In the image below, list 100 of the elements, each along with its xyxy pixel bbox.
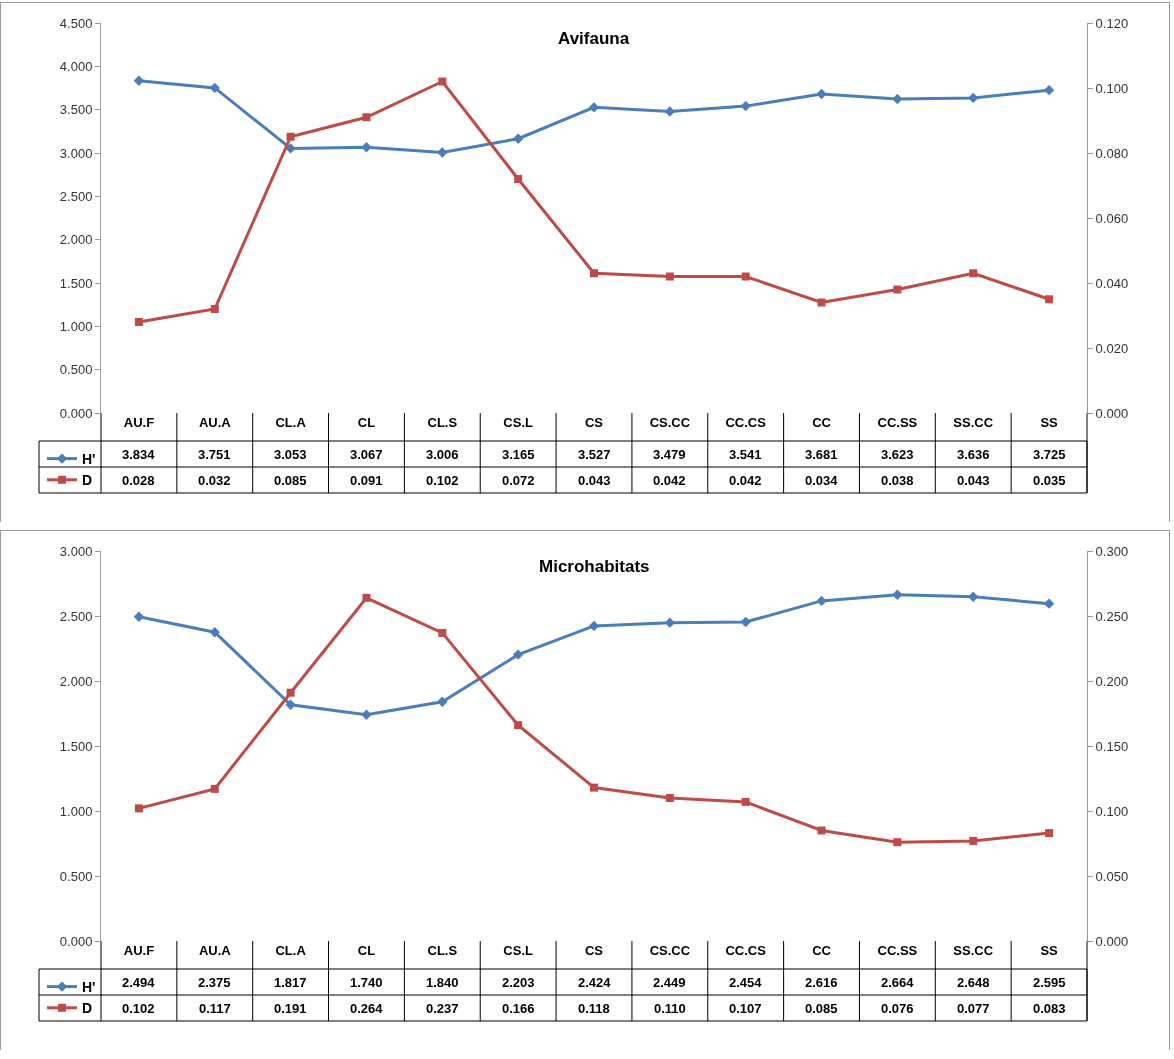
data-label: 3.725 — [1033, 447, 1066, 462]
data-label: 2.424 — [578, 975, 612, 990]
point — [968, 92, 979, 104]
point — [437, 696, 448, 707]
y-tick-label: 4.500 — [59, 15, 93, 31]
point — [438, 628, 447, 637]
x-tick-label: CC — [812, 415, 832, 430]
point — [892, 589, 903, 600]
y2-tick-label: 0.060 — [1095, 210, 1129, 226]
point — [590, 783, 598, 792]
y-tick-label: 2.000 — [59, 232, 93, 248]
y-tick-label: 1.000 — [59, 803, 93, 819]
point — [968, 591, 979, 602]
point — [438, 77, 447, 86]
point — [893, 838, 902, 847]
data-label: 0.077 — [957, 1001, 990, 1016]
point — [514, 175, 523, 183]
x-tick-label: CC.SS — [877, 943, 918, 958]
chart-title: Avifauna — [558, 29, 630, 48]
x-tick-label: CL — [357, 943, 376, 958]
y2-tick-label: 0.040 — [1095, 275, 1129, 291]
x-tick-label: CL.S — [427, 943, 458, 958]
x-tick-label: CS.CC — [649, 943, 691, 958]
y-tick-label: 3.000 — [59, 145, 93, 161]
point — [437, 147, 448, 158]
x-tick-label: CS — [584, 943, 604, 958]
chart-title: Microhabitats — [539, 557, 650, 576]
data-label: 2.375 — [198, 975, 231, 990]
data-label: 0.237 — [426, 1001, 459, 1016]
data-label: 0.032 — [198, 473, 231, 488]
data-label: 0.110 — [654, 1001, 686, 1016]
legend-label: H' — [82, 979, 96, 996]
data-label: 3.541 — [729, 447, 762, 462]
x-tick-label: CL — [357, 415, 376, 430]
point — [590, 269, 598, 278]
point — [209, 627, 220, 638]
x-tick-label: AU.A — [198, 943, 232, 958]
data-label: 0.118 — [578, 1001, 610, 1016]
data-label: 1.840 — [426, 975, 459, 990]
y-tick-label: 3.500 — [59, 102, 93, 118]
data-label: 0.043 — [578, 473, 611, 488]
x-tick-label: SS.CC — [953, 943, 994, 958]
x-tick-label: AU.A — [198, 415, 232, 430]
data-label: 3.636 — [957, 447, 990, 462]
point — [1045, 295, 1054, 304]
y2-tick-label: 0.000 — [1095, 405, 1129, 421]
x-tick-label: CL.A — [275, 943, 307, 958]
x-tick-label: SS — [1040, 943, 1059, 958]
y2-tick-label: 0.120 — [1095, 15, 1129, 31]
data-label: 0.102 — [426, 473, 459, 488]
y-tick-label: 1.500 — [59, 275, 93, 291]
data-label: 0.028 — [122, 473, 155, 488]
data-label: 3.751 — [198, 447, 231, 462]
point — [665, 794, 674, 802]
point — [210, 784, 219, 793]
y2-tick-label: 0.020 — [1095, 340, 1129, 356]
point — [133, 75, 145, 86]
point — [816, 595, 827, 607]
x-tick-label: CC.CS — [725, 415, 767, 430]
y2-tick-label: 0.300 — [1095, 543, 1129, 559]
legend-label: D — [82, 1000, 93, 1017]
point — [361, 141, 372, 153]
point — [740, 616, 751, 628]
y-tick-label: 0.000 — [59, 405, 93, 421]
x-tick-label: CS.CC — [649, 415, 691, 430]
point — [817, 826, 826, 835]
point — [664, 106, 676, 117]
x-tick-label: CS.L — [503, 943, 534, 958]
point — [969, 836, 978, 845]
data-label: 0.085 — [805, 1001, 838, 1016]
data-label: 2.648 — [957, 975, 990, 990]
data-label: 0.264 — [350, 1001, 384, 1016]
data-label: 2.595 — [1033, 975, 1066, 990]
point — [512, 133, 524, 144]
point — [1043, 598, 1055, 609]
x-tick-label: AU.F — [123, 415, 155, 430]
y2-tick-label: 0.050 — [1095, 868, 1129, 884]
data-label: 0.035 — [1033, 473, 1066, 488]
point — [892, 93, 903, 105]
y-tick-label: 2.000 — [59, 673, 93, 689]
data-label: 0.166 — [502, 1001, 535, 1016]
data-label: 0.107 — [729, 1001, 762, 1016]
point — [817, 298, 826, 307]
data-label: 3.479 — [653, 447, 686, 462]
data-label: 0.042 — [653, 473, 686, 488]
point — [286, 132, 295, 141]
legend-label: H' — [82, 451, 96, 468]
point — [285, 143, 296, 154]
point — [285, 699, 296, 710]
x-tick-label: AU.F — [123, 943, 155, 958]
x-tick-label: CL.S — [427, 415, 458, 430]
y2-tick-label: 0.100 — [1095, 80, 1129, 96]
point — [286, 688, 295, 697]
x-tick-label: CC — [812, 943, 832, 958]
point — [362, 593, 371, 602]
y-tick-label: 0.500 — [59, 362, 93, 378]
data-label: 3.834 — [122, 447, 156, 462]
y-tick-label: 4.000 — [59, 58, 93, 74]
point — [133, 611, 145, 622]
x-tick-label: SS — [1040, 415, 1059, 430]
